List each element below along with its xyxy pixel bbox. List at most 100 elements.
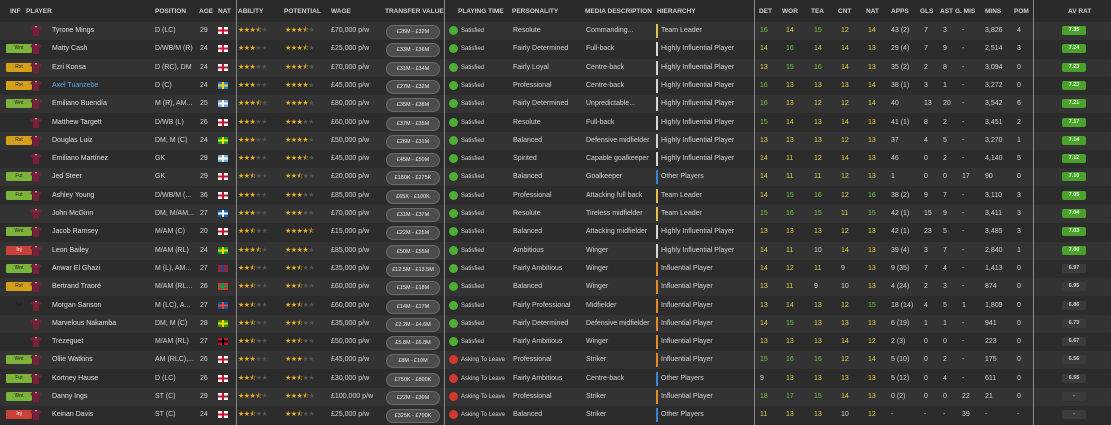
transfer-value-pill[interactable]: £65K - £100K — [386, 189, 440, 204]
col-wage[interactable]: WAGE — [331, 8, 351, 15]
player-name[interactable]: Ollie Watkins — [52, 356, 93, 364]
col-player[interactable]: PLAYER — [26, 8, 52, 15]
table-row[interactable]: Rst Axel Tuanzebe D (C) 24 ★★★★★ ★★★★★ £45,000… — [0, 76, 1111, 95]
table-row[interactable]: Fut Jed Steer GK 29 ★★⯪★★ ★★⯪★★ £20,000 p/w £18… — [0, 168, 1111, 187]
player-name[interactable]: Anwar El Ghazi — [52, 264, 101, 272]
attr-nat: 13 — [868, 63, 876, 71]
player-name[interactable]: Keinan Davis — [52, 411, 94, 419]
col-apps[interactable]: APPS — [891, 8, 909, 15]
transfer-value-pill[interactable]: £15M - £18M — [386, 281, 440, 296]
table-row[interactable]: Wnt Danny Ings ST (C) 29 ★★★⯪★ ★★★⯪★ £100,000 … — [0, 388, 1111, 406]
player-name[interactable]: Bertrand Traoré — [52, 283, 102, 291]
player-name[interactable]: Marvelous Nakamba — [52, 319, 117, 327]
player-wage: £85,000 p/w — [331, 191, 370, 199]
col-personality[interactable]: PERSONALITY — [512, 8, 559, 15]
table-row[interactable]: Inj Keinan Davis ST (C) 24 ★★⯪★★ ★★⯪★★ £25,000… — [0, 406, 1111, 425]
col-position[interactable]: POSITION — [155, 8, 187, 15]
player-name[interactable]: Danny Ings — [52, 393, 88, 400]
transfer-value-pill[interactable]: £750K - £800K — [386, 372, 440, 387]
table-row[interactable]: Fut Ashley Young D/WB/M (... 36 ★★★★★ ★★★★★ £8… — [0, 186, 1111, 205]
table-row[interactable]: Rst Bertrand Traoré M/AM (RL... 26 ★★⯪★★ ★★⯪★… — [0, 278, 1111, 297]
col-det[interactable]: DET — [759, 8, 772, 15]
player-name[interactable]: Matty Cash — [52, 45, 88, 53]
table-row[interactable]: Wnt Ollie Watkins AM (RLC),... 26 ★★★★★ ★★★★★… — [0, 351, 1111, 370]
col-nat[interactable]: NAT — [218, 8, 231, 15]
col-hierarchy[interactable]: HIERARCHY — [657, 8, 696, 15]
col-mins[interactable]: MINS — [985, 8, 1002, 15]
table-row[interactable]: Wnt Emiliano Buendía M (R), AM... 25 ★★★⯪★ ★★… — [0, 95, 1111, 114]
table-row[interactable]: Wnt Jacob Ramsey M/AM (C) 20 ★★⯪★★ ★★★★⯪ £15,0… — [0, 223, 1111, 242]
attr-wor: 11 — [786, 155, 794, 163]
col-gls[interactable]: GLS — [920, 8, 934, 15]
table-row[interactable]: Rst Ezri Konsa D (RC), DM 24 ★★★★★ ★★★⯪★ £70,0… — [0, 58, 1111, 77]
transfer-value-pill[interactable]: £2.2M - £4.6M — [386, 317, 440, 332]
transfer-value-pill[interactable]: £26M - £31M — [386, 134, 440, 149]
transfer-value-pill[interactable]: £26M - £32M — [386, 25, 440, 39]
table-row[interactable]: Rst Douglas Luiz DM, M (C) 24 ★★★★★ ★★★★★ £50,… — [0, 131, 1111, 150]
col-ast[interactable]: AST — [940, 8, 953, 15]
table-row[interactable]: Matthew Targett D/WB (L) 26 ★★★★★ ★★★★★ £60,0… — [0, 113, 1111, 132]
player-name[interactable]: Emiliano Buendía — [52, 100, 107, 108]
col-media-description[interactable]: MEDIA DESCRIPTION — [585, 8, 652, 15]
stat-ast: 7 — [943, 246, 947, 254]
col-wor[interactable]: WOR — [782, 8, 798, 15]
potential-stars: ★★★★★ — [285, 246, 314, 254]
table-row[interactable]: Emiliano Martínez GK 29 ★★★★★ ★★★⯪★ £45,000 p… — [0, 150, 1111, 169]
col-age[interactable]: AGE — [199, 8, 214, 15]
table-row[interactable]: Trezeguet M/AM (RL) 27 ★★⯪★★ ★★⯪★★ £50,000 p/… — [0, 333, 1111, 352]
col-pom[interactable]: POM — [1014, 8, 1029, 15]
col-av-rat[interactable]: AV RAT — [1068, 8, 1092, 15]
table-row[interactable]: Inj Leon Bailey M/AM (RL) 24 ★★★⯪★ ★★★★★ £85,0… — [0, 241, 1111, 260]
col-tea[interactable]: TEA — [811, 8, 824, 15]
transfer-value-pill[interactable]: £35M - £38M — [386, 98, 440, 113]
col-potential[interactable]: POTENTIAL — [284, 8, 321, 15]
transfer-value-pill[interactable]: £8M - £10M — [386, 354, 440, 369]
transfer-value-pill[interactable]: £31M - £37M — [386, 208, 440, 222]
table-row[interactable]: Marvelous Nakamba DM, M (C) 28 ★★⯪★★ ★★⯪★★ £3… — [0, 314, 1111, 333]
player-name[interactable]: Tyrone Mings — [52, 27, 95, 34]
table-row[interactable]: Wnt Matty Cash D/WB/M (R) 24 ★★★★★ ★★★⯪★ £25,0… — [0, 40, 1111, 59]
transfer-value-pill[interactable]: £50M - £55M — [386, 244, 440, 259]
hierarchy-marker — [656, 298, 658, 313]
table-row[interactable]: Sel Morgan Sanson M (LC), A... 27 ★★⯪★★ ★★⯪★★… — [0, 296, 1111, 315]
playing-time-status: Asking To Leave — [461, 394, 505, 400]
transfer-value-pill[interactable]: £14M - £17M — [386, 299, 440, 314]
transfer-value-pill[interactable]: £12.5M - £13.5M — [386, 262, 440, 277]
transfer-value-pill[interactable]: £37M - £35M — [386, 116, 440, 131]
player-name[interactable]: Douglas Luiz — [52, 136, 93, 144]
player-name[interactable]: Jed Steer — [52, 173, 82, 181]
player-name[interactable]: Ashley Young — [52, 191, 95, 199]
transfer-value-pill[interactable]: £27M - £32M — [386, 79, 440, 94]
player-name[interactable]: Morgan Sanson — [52, 301, 102, 309]
playing-time-status: Satisfied — [461, 339, 485, 346]
player-name[interactable]: Ezri Konsa — [52, 63, 86, 71]
player-name[interactable]: John McGinn — [52, 210, 94, 217]
table-row[interactable]: Fut Kortney Hause D (LC) 26 ★★⯪★★ ★★⯪★★ £30,00… — [0, 369, 1111, 388]
table-row[interactable]: Tyrone Mings D (LC) 29 ★★★⯪★ ★★★⯪★ £70,000 p/… — [0, 22, 1111, 40]
col-inf[interactable]: INF — [10, 8, 21, 15]
player-name[interactable]: Emiliano Martínez — [52, 155, 109, 163]
player-name[interactable]: Kortney Hause — [52, 374, 99, 382]
col-ability[interactable]: ABILITY — [238, 8, 264, 15]
col-playing-time[interactable]: PLAYING TIME — [458, 8, 504, 15]
player-name[interactable]: Jacob Ramsey — [52, 228, 99, 236]
player-name[interactable]: Matthew Targett — [52, 118, 102, 126]
col-transfer-value[interactable]: TRANSFER VALUE — [385, 8, 444, 15]
col-gmis[interactable]: G. MIS — [955, 8, 976, 15]
col-cnt[interactable]: CNT — [838, 8, 852, 15]
player-name[interactable]: Trezeguet — [52, 338, 84, 346]
transfer-value-pill[interactable]: £5.8M - £6.8M — [386, 336, 440, 351]
transfer-value-pill[interactable]: £325K - £700K — [386, 409, 440, 424]
table-row[interactable]: John McGinn DM, M/AM... 27 ★★★★★ ★★★★★ £70,00… — [0, 205, 1111, 223]
player-name[interactable]: Leon Bailey — [52, 246, 89, 254]
player-name[interactable]: Axel Tuanzebe — [52, 81, 99, 89]
table-row[interactable]: Wnt Anwar El Ghazi M (L), AM... 27 ★★⯪★★ ★★⯪★… — [0, 259, 1111, 278]
transfer-value-pill[interactable]: £180K - £275K — [386, 171, 440, 186]
transfer-value-pill[interactable]: £22M - £30M — [386, 391, 440, 405]
col-nat2[interactable]: NAT — [866, 8, 879, 15]
transfer-value-pill[interactable]: £22M - £25M — [386, 226, 440, 241]
transfer-value-pill[interactable]: £45M - £50M — [386, 153, 440, 168]
transfer-value-pill[interactable]: £31M - £34M — [386, 61, 440, 76]
hierarchy-marker — [656, 243, 658, 258]
transfer-value-pill[interactable]: £33M - £36M — [386, 43, 440, 58]
